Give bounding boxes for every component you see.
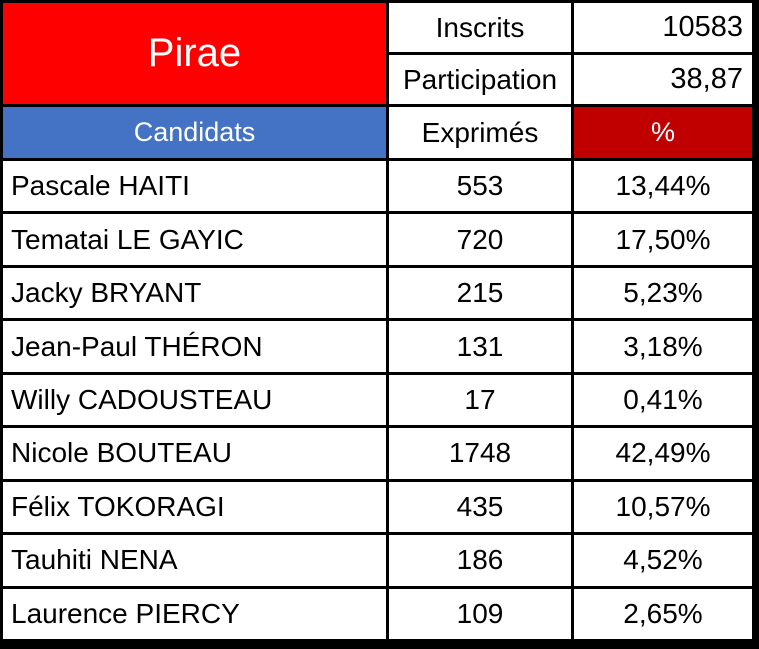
candidate-name-cell: Laurence PIERCY (0, 585, 389, 642)
pct-cell: 17,50% (571, 211, 755, 268)
pct-cell: 3,18% (571, 318, 755, 375)
votes-cell: 720 (386, 211, 574, 268)
table-row: Nicole BOUTEAU 1748 42,49% (0, 425, 755, 482)
candidate-name-cell: Willy CADOUSTEAU (0, 371, 389, 429)
column-header-row: Candidats Exprimés % (0, 104, 755, 161)
candidate-name-cell: Félix TOKORAGI (0, 478, 389, 536)
pct-cell: 13,44% (571, 157, 755, 215)
pct-cell: 4,52% (571, 532, 755, 589)
votes-cell: 553 (386, 157, 574, 215)
votes-cell: 215 (386, 264, 574, 322)
candidate-name-cell: Jean-Paul THÉRON (0, 318, 389, 375)
pct-cell: 5,23% (571, 264, 755, 322)
candidate-name-cell: Tematai LE GAYIC (0, 211, 389, 268)
inscrits-label-cell: Inscrits (386, 0, 574, 55)
summary-row-participation: Participation 38,87 (2, 52, 755, 107)
commune-title-cell: Pirae (0, 0, 389, 107)
candidats-header-cell: Candidats (0, 104, 389, 161)
table-row: Pascale HAITI 553 13,44% (0, 157, 755, 215)
pct-cell: 42,49% (571, 425, 755, 482)
table-row: Jean-Paul THÉRON 131 3,18% (0, 318, 755, 375)
table-row: Tematai LE GAYIC 720 17,50% (0, 211, 755, 268)
participation-label-cell: Participation (386, 52, 574, 107)
summary-row-inscrits: Pirae Inscrits 10583 (0, 0, 755, 107)
candidate-name-cell: Pascale HAITI (0, 157, 389, 215)
votes-cell: 109 (386, 585, 574, 642)
candidate-name-cell: Tauhiti NENA (0, 532, 389, 589)
candidate-name-cell: Jacky BRYANT (0, 264, 389, 322)
pct-cell: 0,41% (571, 371, 755, 429)
votes-cell: 1748 (386, 425, 574, 482)
votes-cell: 186 (386, 532, 574, 589)
participation-value-cell: 38,87 (571, 52, 755, 107)
candidate-name-cell: Nicole BOUTEAU (0, 425, 389, 482)
pct-cell: 10,57% (571, 478, 755, 536)
percent-header-cell: % (571, 104, 755, 161)
table-row: Félix TOKORAGI 435 10,57% (0, 478, 755, 536)
votes-cell: 17 (386, 371, 574, 429)
inscrits-value-cell: 10583 (571, 0, 755, 55)
votes-cell: 435 (386, 478, 574, 536)
pct-cell: 2,65% (571, 585, 755, 642)
table-row: Willy CADOUSTEAU 17 0,41% (0, 371, 755, 429)
exprimes-header-cell: Exprimés (386, 104, 574, 161)
votes-cell: 131 (386, 318, 574, 375)
table-row: Laurence PIERCY 109 2,65% (0, 585, 755, 642)
table-row: Jacky BRYANT 215 5,23% (0, 264, 755, 322)
table-row: Tauhiti NENA 186 4,52% (0, 532, 755, 589)
